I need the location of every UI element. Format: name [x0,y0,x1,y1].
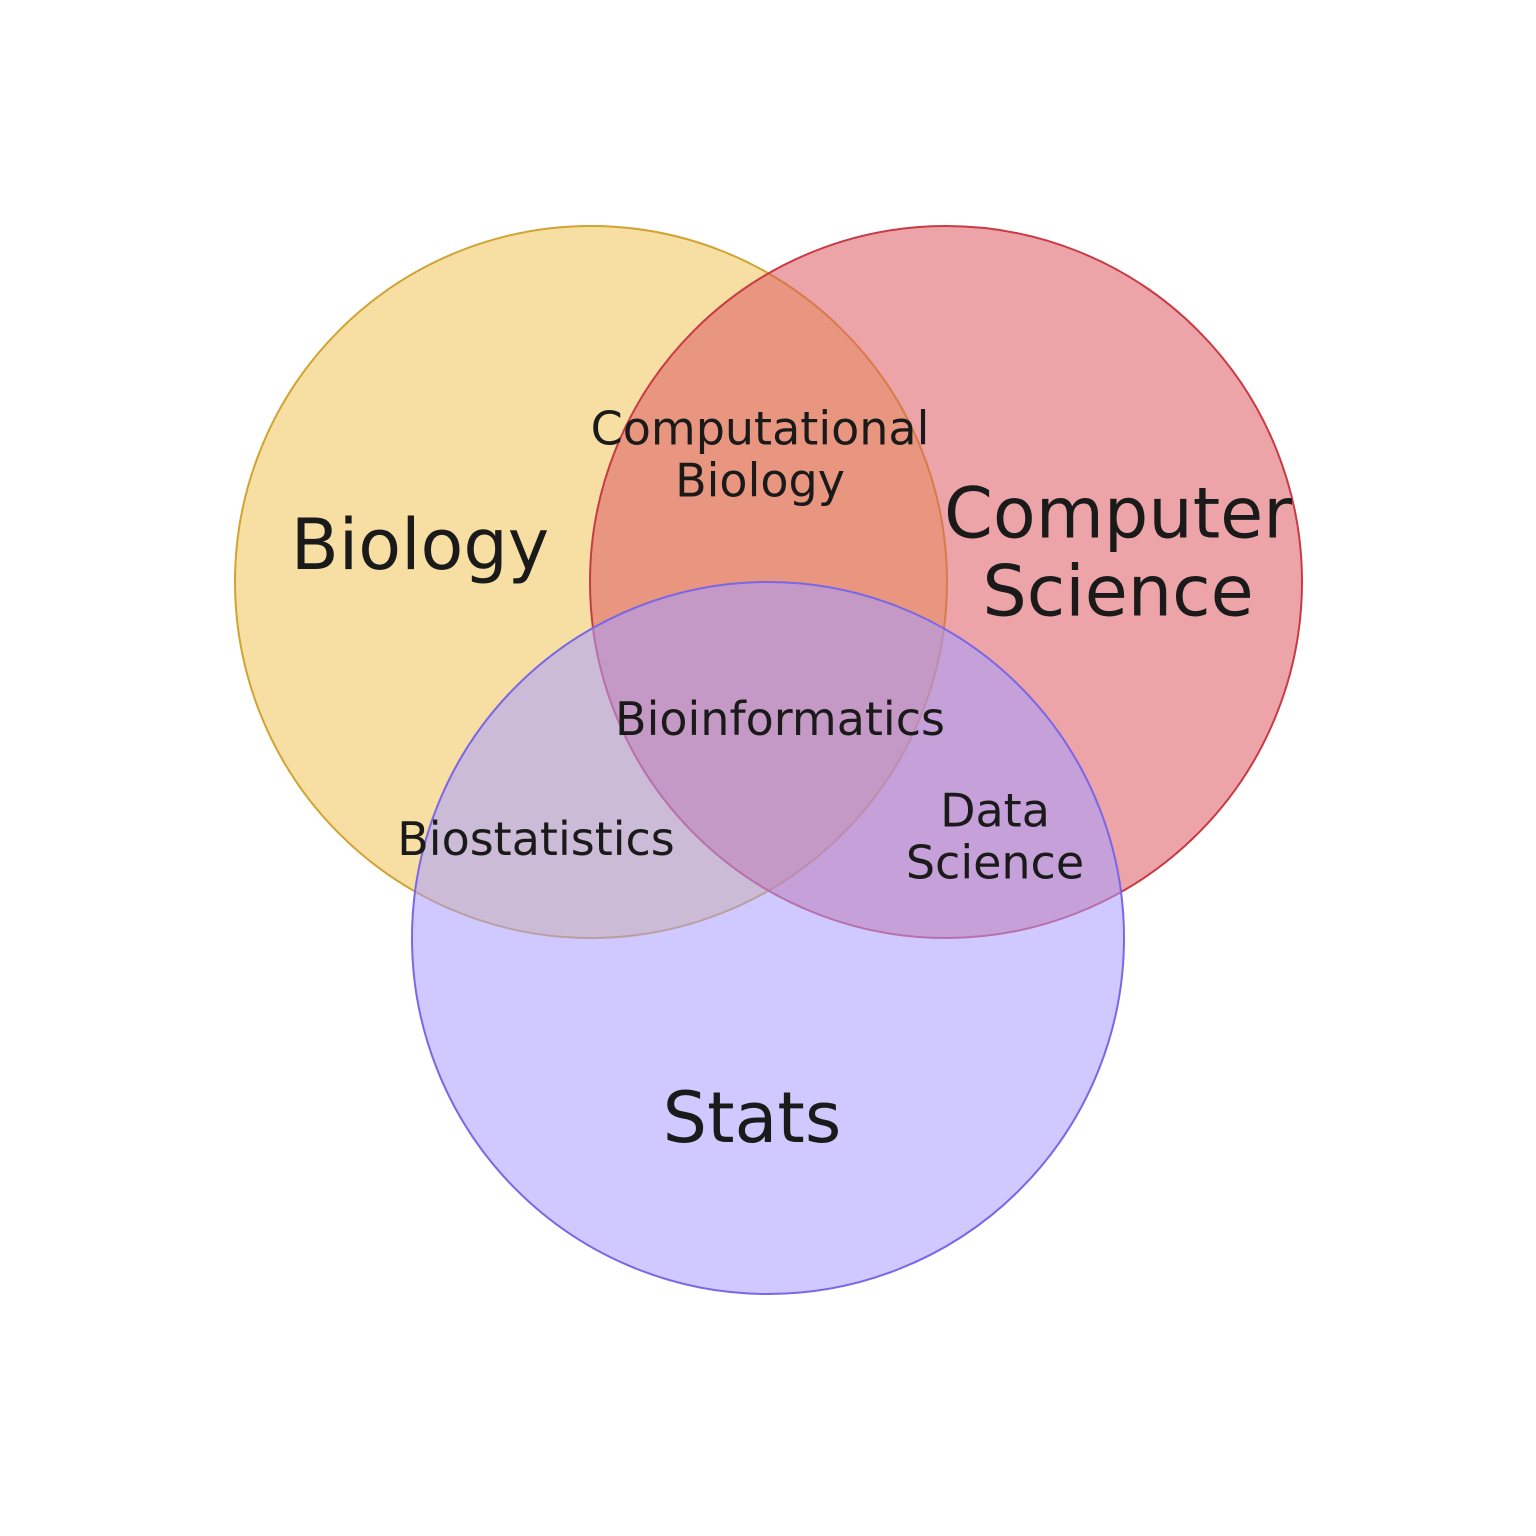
data-science-line-1: Data [940,783,1050,838]
stats-label: Stats [662,1076,842,1159]
bioinformatics-line-1: Bioinformatics [615,692,945,747]
computational-biology-line-2: Biology [675,453,845,507]
computational-biology-label: Computational Biology [591,403,930,506]
biostatistics-line-1: Biostatistics [397,812,675,867]
data-science-label: Data Science [906,785,1084,888]
stats-circle [411,581,1125,1295]
bioinformatics-label: Bioinformatics [615,694,945,746]
data-science-line-2: Science [905,835,1085,889]
computer-science-label-line-1: Computer [944,472,1292,555]
biostatistics-label: Biostatistics [397,814,675,866]
computational-biology-line-1: Computational [590,401,930,456]
biology-label: Biology [290,503,550,586]
computer-science-label-line-2: Science [982,551,1254,633]
computer-science-label: Computer Science [944,472,1292,633]
